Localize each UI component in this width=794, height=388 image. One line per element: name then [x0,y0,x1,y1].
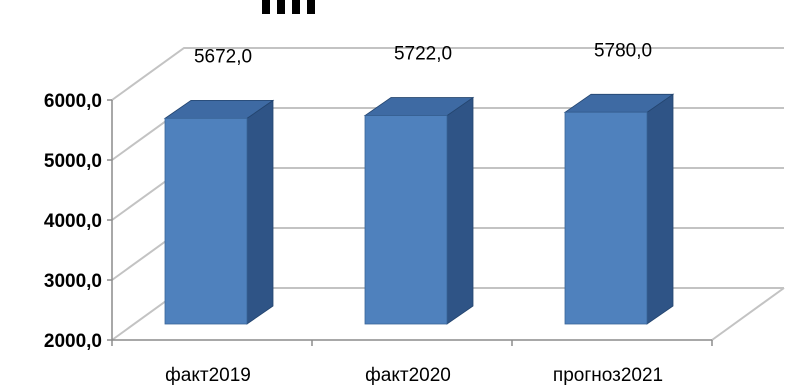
bars [163,93,675,325]
x-axis-categories: факт2019 факт2020 прогноз2021 [165,365,663,386]
y-tick-label: 4000,0 [44,211,102,232]
data-label: 5722,0 [394,44,452,65]
bar-side [246,99,274,325]
y-tick-label: 2000,0 [44,331,102,352]
y-tick-label: 3000,0 [44,271,102,292]
data-label: 5780,0 [594,40,652,61]
bar-front [164,117,248,325]
bar [163,99,275,325]
y-tick-label: 5000,0 [44,151,102,172]
bar-front [564,111,648,325]
floor-edge [711,287,785,341]
x-category-label: факт2020 [365,365,451,386]
bar-side [646,93,674,325]
y-axis-ticks: 2000,0 3000,0 4000,0 5000,0 6000,0 [44,91,102,352]
y-tick-label: 6000,0 [44,91,102,112]
bar [563,93,675,325]
title-fragment [262,0,315,14]
gridline [111,47,784,101]
bar-side [446,96,474,325]
data-label: 5672,0 [194,46,252,67]
data-labels: 5672,0 5722,0 5780,0 [194,40,652,67]
axes [107,99,713,346]
x-category-label: прогноз2021 [553,365,663,386]
bar-front [364,115,448,325]
x-category-label: факт2019 [165,365,251,386]
bar [363,96,475,325]
